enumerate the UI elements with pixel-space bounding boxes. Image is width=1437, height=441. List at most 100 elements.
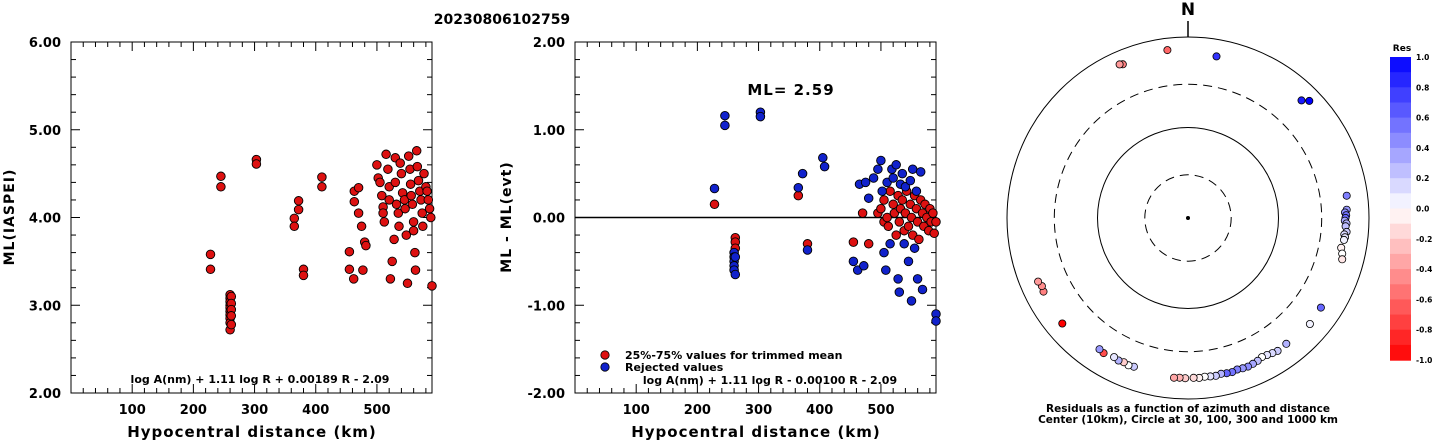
colorbar-tick-label: 1.0: [1416, 53, 1429, 62]
data-point: [216, 171, 226, 182]
accepted-point: [709, 199, 720, 210]
ml-annotation: ML= 2.59: [747, 81, 834, 99]
x-tick-label: 200: [180, 403, 207, 418]
data-point: [293, 196, 304, 206]
distance-ring-300km: [1053, 83, 1323, 353]
accepted-point: [793, 190, 804, 201]
rejected-point: [897, 168, 908, 179]
rejected-point: [894, 287, 905, 297]
data-point: [298, 270, 309, 281]
rejected-point: [709, 183, 720, 194]
accepted-point: [897, 195, 908, 205]
station-point: [1058, 319, 1067, 328]
data-point: [226, 311, 237, 321]
data-point: [356, 221, 367, 232]
colorbar-swatch: [1390, 344, 1411, 361]
data-points: [205, 146, 437, 335]
y-axis-label: ML - ML(evt): [499, 161, 515, 272]
data-point: [418, 221, 428, 232]
data-point: [427, 281, 437, 291]
y-tick-label: 1.00: [533, 124, 565, 139]
data-point: [393, 208, 404, 218]
north-label: N: [1181, 0, 1195, 20]
station-point: [1305, 319, 1314, 328]
accepted-point: [891, 230, 901, 240]
accepted-point: [885, 186, 895, 196]
rejected-point: [881, 265, 891, 275]
data-point: [423, 195, 434, 205]
x-tick-label: 500: [363, 403, 390, 418]
colorbar-tick-label: 0.6: [1416, 114, 1429, 123]
rejected-point: [900, 182, 911, 192]
station-point: [1212, 52, 1221, 61]
formula-label: log A(nm) + 1.11 log R - 0.00100 R - 2.0…: [643, 374, 897, 387]
data-point: [403, 151, 414, 161]
colorbar-swatch: [1390, 284, 1411, 301]
accepted-point: [848, 237, 859, 247]
colorbar-swatch: [1390, 299, 1411, 316]
y-tick-label: 6.00: [29, 36, 61, 51]
rejected-point: [868, 173, 879, 183]
rejected-point: [888, 173, 898, 183]
distance-ring-30km: [1144, 174, 1232, 262]
rejected-point: [915, 167, 926, 177]
data-point: [226, 319, 237, 330]
data-point: [353, 208, 364, 218]
data-point: [317, 182, 327, 192]
center-dot: [1186, 216, 1190, 220]
rejected-point: [907, 164, 918, 174]
colorbar-tick-label: -0.6: [1416, 295, 1432, 304]
rejected-point: [877, 186, 887, 196]
station-point: [1305, 96, 1314, 105]
data-point: [389, 234, 399, 245]
y-tick-label: 2.00: [29, 387, 61, 402]
accepted-point: [863, 239, 874, 249]
data-point: [424, 203, 435, 214]
station-point: [1342, 191, 1351, 200]
rejected-point: [730, 252, 741, 262]
data-point: [390, 177, 401, 188]
colorbar-swatch: [1390, 208, 1411, 225]
data-point: [391, 199, 402, 210]
data-point: [387, 256, 397, 267]
y-tick-label: 0.00: [533, 212, 565, 227]
rejected-point: [863, 193, 874, 203]
tick-marks: [575, 42, 936, 393]
rejected-point: [891, 160, 901, 170]
data-point: [251, 159, 262, 169]
station-point: [1316, 303, 1325, 312]
y-tick-label: -1.00: [528, 299, 565, 314]
data-point: [410, 265, 421, 275]
y-tick-label: 3.00: [29, 299, 61, 314]
colorbar-swatch: [1390, 87, 1411, 104]
data-point: [378, 208, 388, 218]
colorbar-tick-label: 0.4: [1416, 144, 1429, 153]
rejected-point: [818, 153, 828, 163]
data-point: [394, 221, 404, 232]
colorbar-swatch: [1390, 147, 1411, 164]
station-point: [1338, 255, 1347, 264]
colorbar-swatch: [1390, 193, 1411, 210]
y-tick-label: -2.00: [528, 387, 565, 402]
colorbar-tick-label: 0.2: [1416, 174, 1429, 183]
colorbar-swatch: [1390, 314, 1411, 331]
rejected-point: [899, 239, 909, 249]
colorbar-swatch: [1390, 178, 1411, 194]
data-point: [361, 240, 371, 251]
rejected-point: [720, 110, 730, 121]
colorbar-tick-label: 0.8: [1416, 83, 1429, 92]
station-point: [1282, 339, 1291, 348]
rejected-point: [797, 168, 808, 179]
station-point: [1110, 353, 1119, 362]
station-point: [1034, 277, 1043, 286]
station-point: [1163, 46, 1172, 55]
colorbar-tick-label: -0.8: [1416, 326, 1432, 335]
distance-rings: [1006, 36, 1370, 400]
accepted-point: [929, 228, 939, 239]
data-point: [289, 221, 300, 232]
data-point: [353, 182, 364, 193]
tick-marks: [71, 42, 432, 393]
y-tick-label: 2.00: [533, 36, 565, 51]
rejected-point: [859, 261, 869, 271]
rejected-point: [903, 256, 914, 267]
